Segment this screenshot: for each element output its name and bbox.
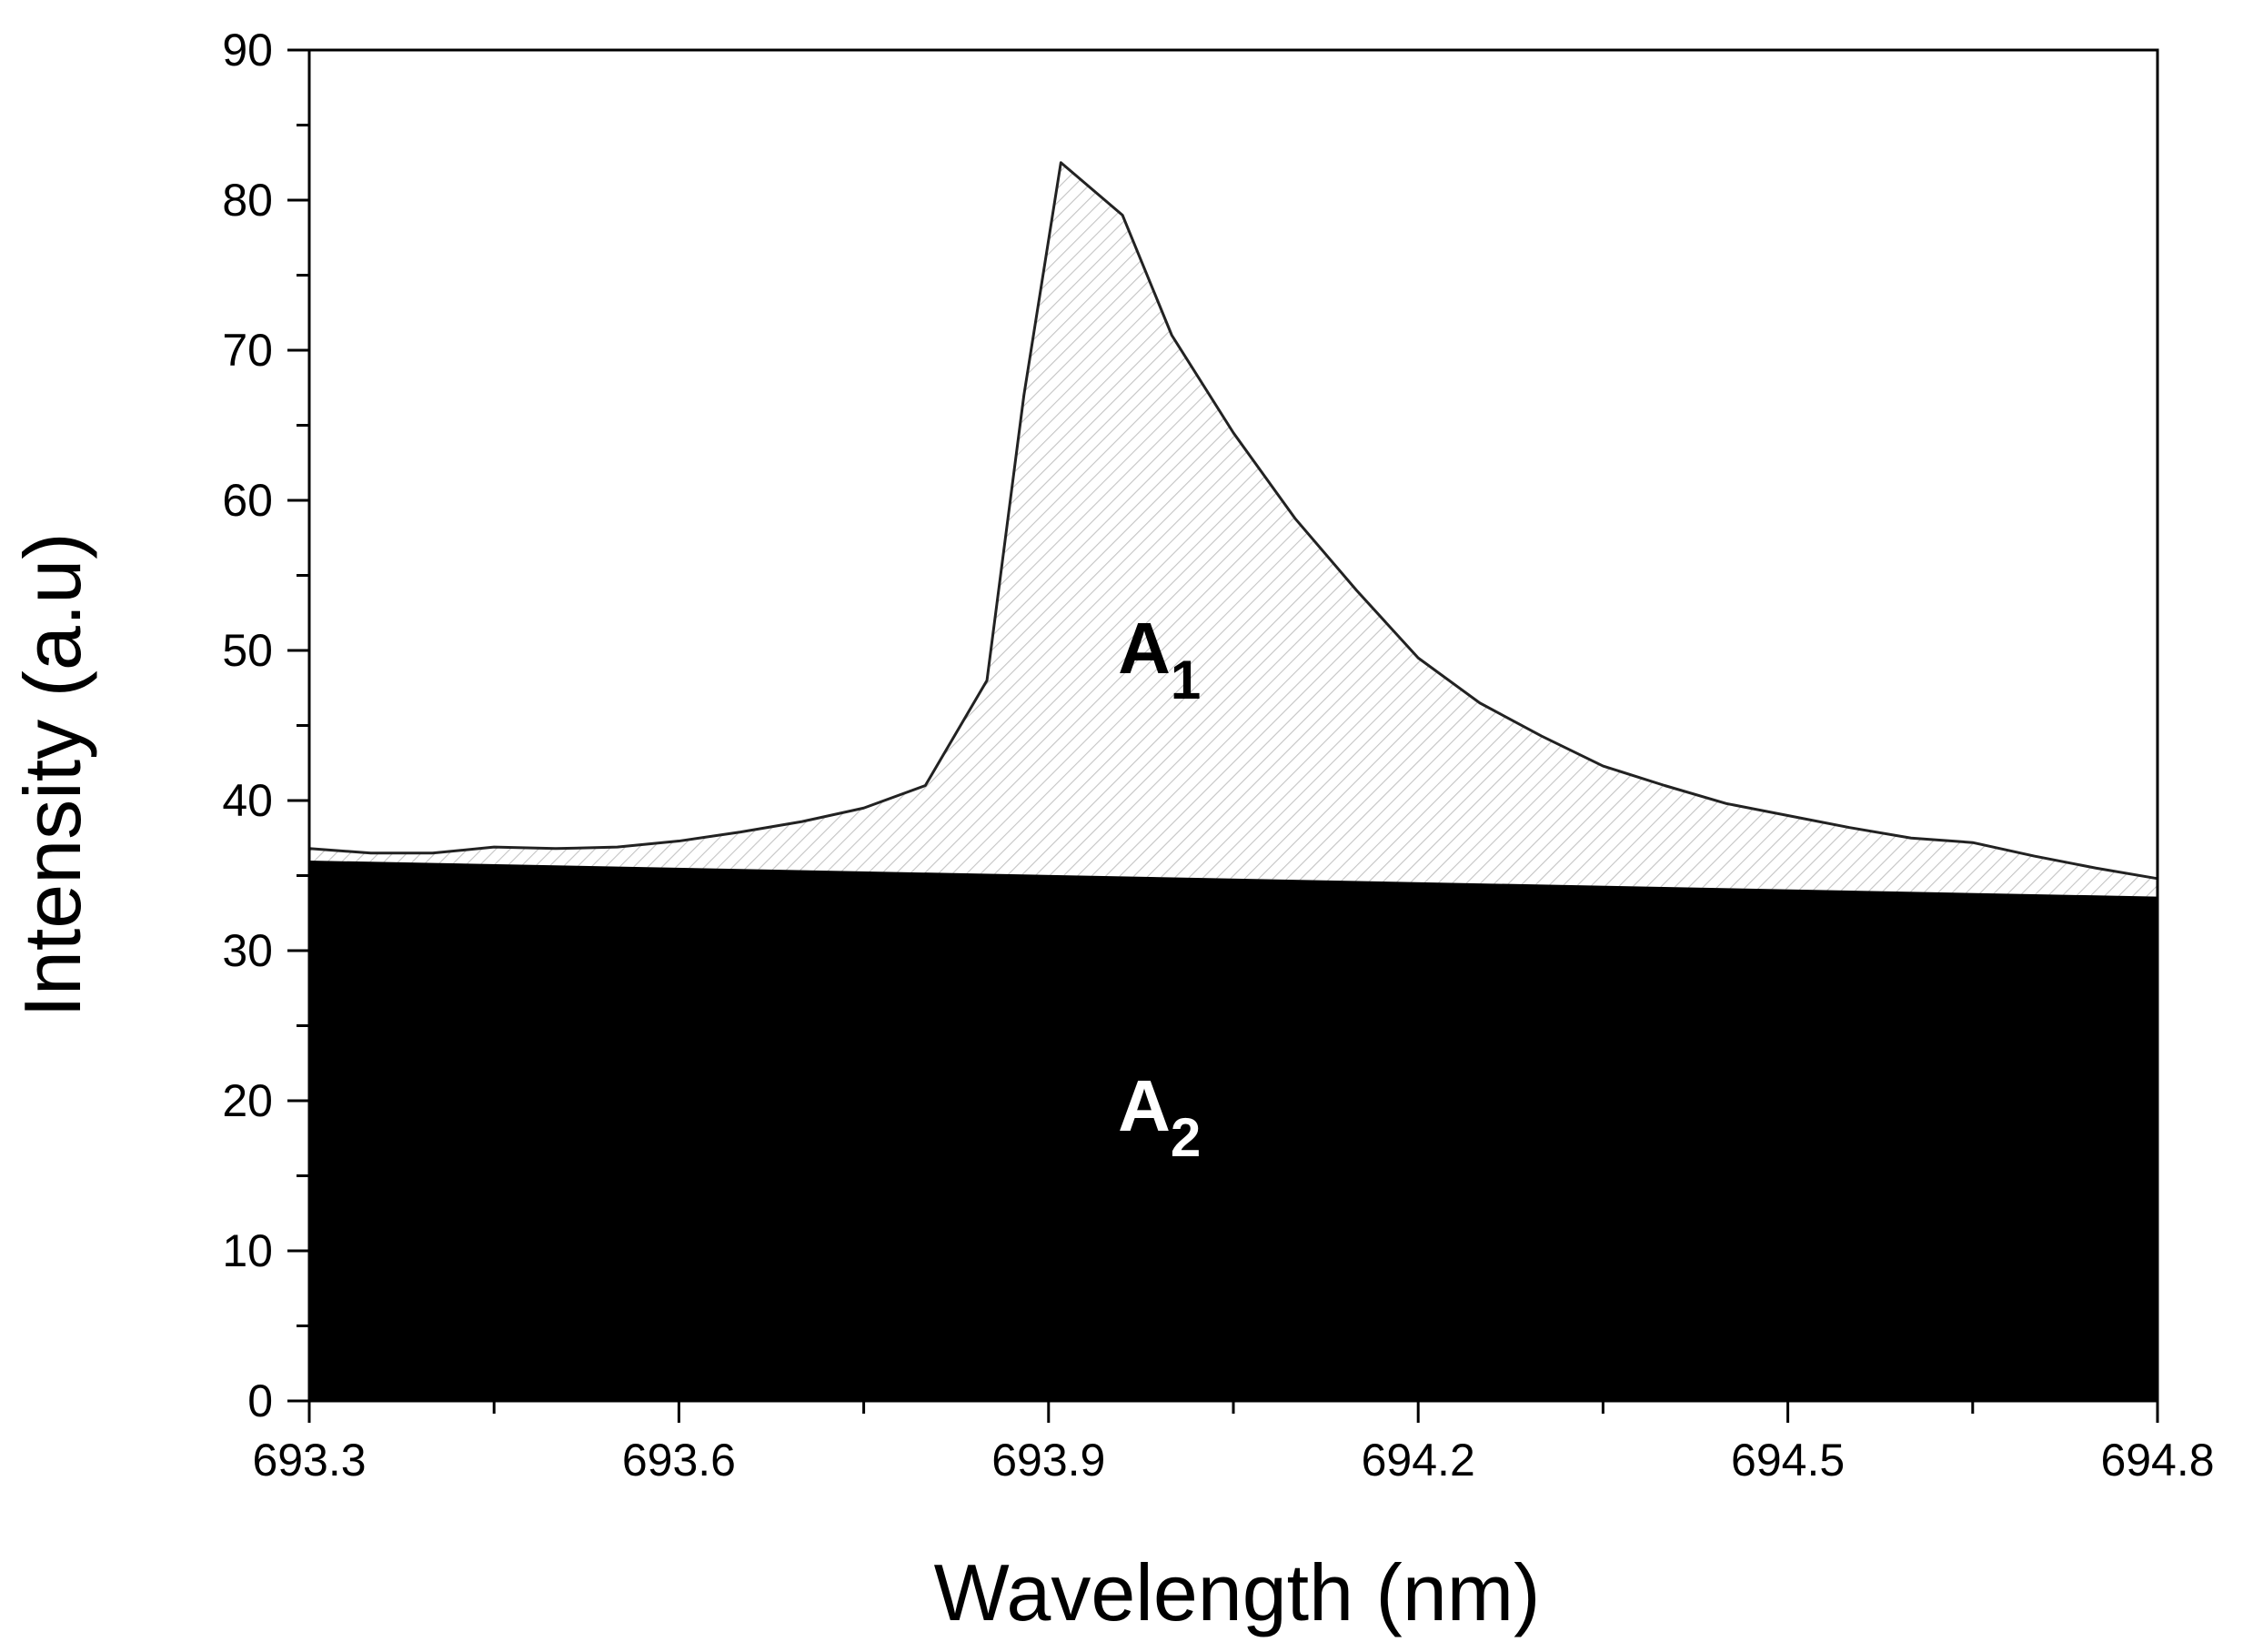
- region-label-a1: A1: [1118, 608, 1201, 710]
- x-tick-label: 694.2: [1362, 1435, 1475, 1486]
- x-axis-title: Wavelength (nm): [934, 1547, 1541, 1637]
- plot-area: [307, 48, 2159, 1403]
- y-tick-label: 90: [222, 25, 273, 76]
- y-tick-label: 40: [222, 775, 273, 826]
- x-tick-label: 694.8: [2100, 1435, 2214, 1486]
- region-label-a2-subscript: 2: [1171, 1107, 1201, 1168]
- x-tick-label: 693.9: [991, 1435, 1105, 1486]
- y-axis: 0 10 20 30 40 50 60 70 80 90: [222, 25, 309, 1426]
- y-tick-label: 10: [222, 1225, 273, 1276]
- y-tick-label: 30: [222, 925, 273, 976]
- x-tick-label: 693.3: [252, 1435, 366, 1486]
- x-axis: 693.3 693.6 693.9 694.2 694.5 694.8: [252, 1401, 2215, 1486]
- region-label-a1-letter: A: [1118, 608, 1171, 689]
- region-label-a1-subscript: 1: [1171, 650, 1201, 710]
- y-tick-label: 70: [222, 325, 273, 376]
- a2-filled-region: [309, 861, 2158, 1401]
- y-axis-title: Intensity (a.u): [7, 532, 97, 1017]
- y-tick-label: 80: [222, 175, 273, 226]
- y-tick-label: 50: [222, 625, 273, 676]
- y-tick-label: 0: [247, 1375, 273, 1426]
- y-tick-label: 60: [222, 475, 273, 526]
- a1-hatched-region: [309, 162, 2158, 897]
- x-tick-label: 694.5: [1731, 1435, 1845, 1486]
- region-label-a2-letter: A: [1118, 1065, 1171, 1146]
- x-tick-label: 693.6: [622, 1435, 736, 1486]
- y-tick-label: 20: [222, 1075, 273, 1126]
- region-label-a2: A2: [1118, 1065, 1201, 1168]
- spectrum-line: [308, 161, 2158, 881]
